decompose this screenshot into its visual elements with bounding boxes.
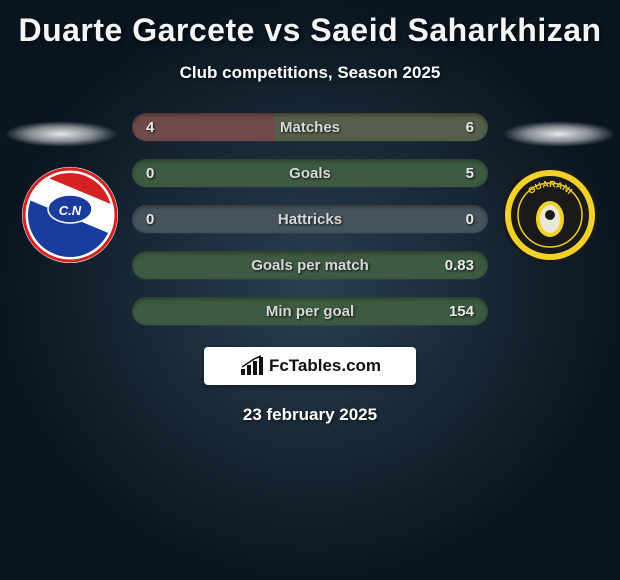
brand-box[interactable]: FcTables.com: [204, 347, 416, 385]
stat-value-left: 0: [146, 165, 182, 182]
stat-row: Min per goal154: [132, 297, 488, 325]
shadow-right: [502, 121, 616, 147]
stat-row: 0Hattricks0: [132, 205, 488, 233]
stat-value-right: 5: [438, 165, 474, 182]
guarani-logo: GUARANI GUARANI: [502, 167, 598, 263]
stat-value-right: 0: [438, 211, 474, 228]
stat-row: 0Goals5: [132, 159, 488, 187]
stats-rows: 4Matches60Goals50Hattricks0Goals per mat…: [132, 113, 488, 325]
stat-value-right: 6: [438, 119, 474, 136]
chart-icon: [239, 355, 265, 377]
shadow-left: [4, 121, 118, 147]
comparison-area: C.N GUARANI GUARANI 4Matches60Goals50Hat…: [0, 113, 620, 425]
team-logo-left: C.N: [22, 167, 118, 263]
stat-label: Goals per match: [182, 257, 438, 274]
footer-date: 23 february 2025: [0, 405, 620, 425]
stat-label: Hattricks: [182, 211, 438, 228]
team-logo-right: GUARANI GUARANI: [502, 167, 598, 263]
stat-value-right: 0.83: [438, 257, 474, 274]
stat-row: 4Matches6: [132, 113, 488, 141]
club-nacional-logo: C.N: [22, 167, 118, 263]
stat-value-left: 0: [146, 211, 182, 228]
brand-label: FcTables.com: [269, 356, 381, 376]
subtitle: Club competitions, Season 2025: [0, 63, 620, 83]
svg-text:C.N: C.N: [59, 203, 82, 218]
stat-value-right: 154: [438, 303, 474, 320]
page-title: Duarte Garcete vs Saeid Saharkhizan: [0, 0, 620, 49]
stat-label: Goals: [182, 165, 438, 182]
stat-label: Matches: [182, 119, 438, 136]
stat-row: Goals per match0.83: [132, 251, 488, 279]
stat-label: Min per goal: [182, 303, 438, 320]
stat-value-left: 4: [146, 119, 182, 136]
